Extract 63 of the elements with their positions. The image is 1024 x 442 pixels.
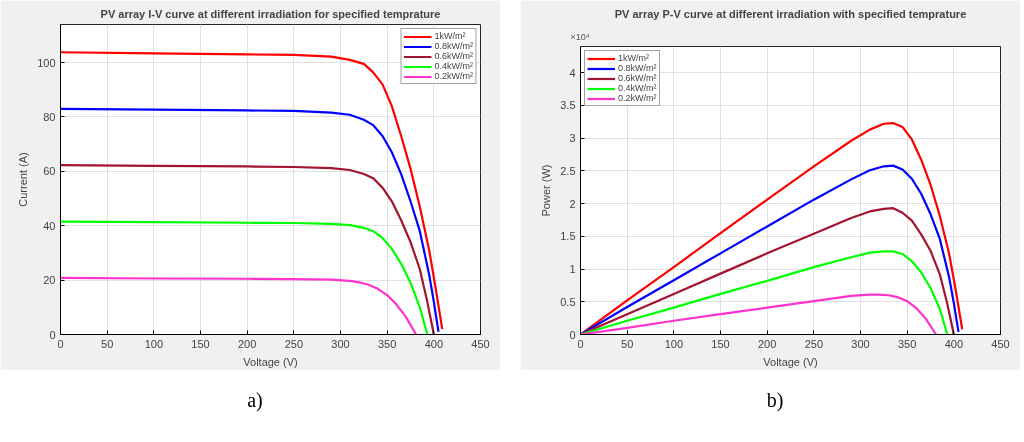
y-tick-label: 3.5 xyxy=(560,99,576,112)
legend-label: 0.6kW/m² xyxy=(618,73,657,83)
x-tick-label: 300 xyxy=(851,337,870,350)
x-tick-label: 100 xyxy=(144,337,164,350)
legend-label: 1kW/m² xyxy=(618,53,649,63)
x-tick-label: 400 xyxy=(424,337,444,350)
y-tick-label: 2 xyxy=(569,197,576,210)
legend-label: 1kW/m² xyxy=(434,31,466,41)
line-series xyxy=(580,207,955,335)
y-tick-label: 20 xyxy=(43,274,56,287)
legend-label: 0.6kW/m² xyxy=(434,51,473,61)
y-tick-label: 4 xyxy=(569,66,576,79)
y-tick-label: 1 xyxy=(569,263,576,276)
x-tick-label: 250 xyxy=(804,337,824,350)
line-series xyxy=(60,107,440,333)
x-tick-label: 450 xyxy=(991,337,1010,350)
y-tick-label: 0.5 xyxy=(560,295,576,308)
chart-title: PV array I-V curve at different irradiation for specified temprature xyxy=(100,7,441,20)
x-tick-label: 100 xyxy=(664,337,684,350)
text: b) xyxy=(766,388,784,414)
text: a) xyxy=(247,388,263,413)
line-series xyxy=(60,220,429,335)
x-axis-title: Voltage (V) xyxy=(243,355,298,368)
x-tick-label: 200 xyxy=(237,337,257,350)
x-tick-label: 300 xyxy=(331,337,350,350)
line-series xyxy=(60,163,435,335)
y-axis-title: Current (A) xyxy=(17,152,30,207)
line-series xyxy=(60,276,418,335)
legend-label: 0.4kW/m² xyxy=(434,61,473,71)
legend-label: 0.2kW/m² xyxy=(434,71,473,81)
y-axis-title: Power (W) xyxy=(540,164,553,217)
x-axis-title: Voltage (V) xyxy=(763,355,818,368)
x-tick-label: 350 xyxy=(377,337,397,350)
y-tick-label: 0 xyxy=(569,328,576,341)
legend-label: 0.8kW/m² xyxy=(618,63,657,73)
line-series xyxy=(580,164,960,335)
x-tick-label: 450 xyxy=(471,337,490,350)
chart-title: PV array P-V curve at different irradiation with specified temprature xyxy=(614,7,967,20)
line-series xyxy=(580,121,964,335)
legend-label: 0.8kW/m² xyxy=(434,41,473,51)
x-tick-label: 200 xyxy=(757,337,777,350)
y-tick-label: 80 xyxy=(43,110,56,123)
y-tick-label: 1.5 xyxy=(560,230,576,243)
x-tick-label: 350 xyxy=(897,337,917,350)
y-tick-label: 0 xyxy=(49,328,56,341)
y-tick-label: 60 xyxy=(43,165,56,178)
x-tick-label: 150 xyxy=(711,337,730,350)
y-tick-label: 40 xyxy=(43,219,56,232)
x-tick-label: 150 xyxy=(191,337,210,350)
legend-label: 0.2kW/m² xyxy=(618,93,657,103)
y-tick-label: 2.5 xyxy=(560,164,576,177)
x-tick-label: 0 xyxy=(57,337,64,350)
y-tick-label: 100 xyxy=(37,56,56,69)
legend-label: 0.4kW/m² xyxy=(618,83,657,93)
x-tick-label: 50 xyxy=(621,337,634,350)
y-tick-label: 3 xyxy=(569,132,576,145)
x-tick-label: 50 xyxy=(101,337,114,350)
line-series xyxy=(580,250,949,335)
x-tick-label: 250 xyxy=(284,337,304,350)
x-tick-label: 400 xyxy=(944,337,964,350)
text: ×10⁴ xyxy=(570,31,590,42)
x-tick-label: 0 xyxy=(577,337,584,350)
line-series xyxy=(580,293,938,335)
